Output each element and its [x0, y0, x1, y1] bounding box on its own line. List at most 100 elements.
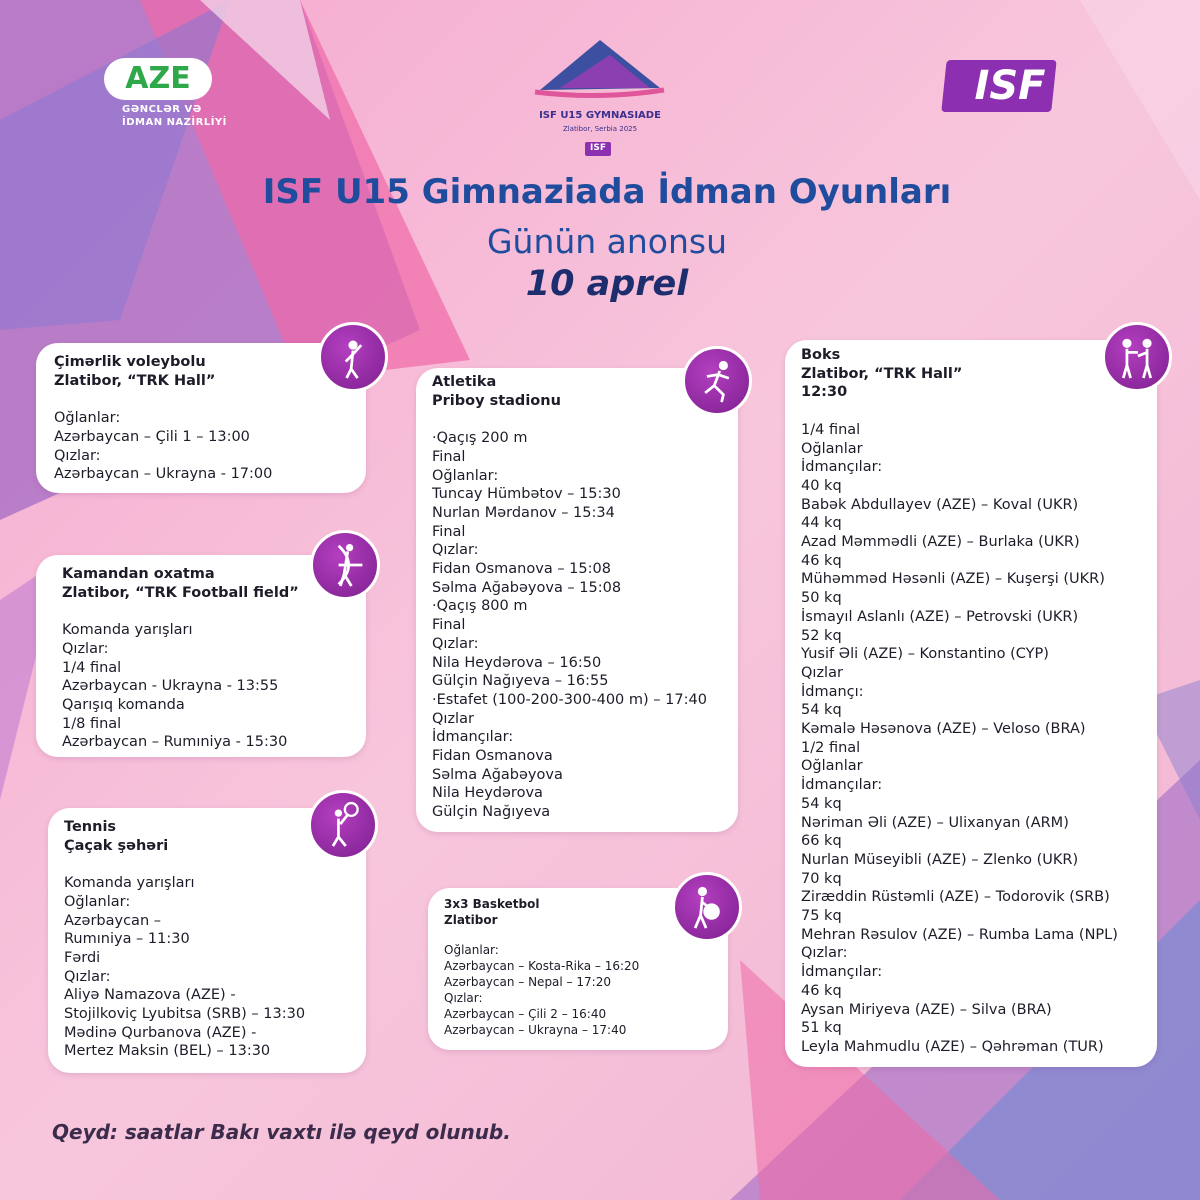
card-line: ·Estafet (100-200-300-400 m) – 17:40	[432, 691, 707, 708]
card-line: 54 kq	[801, 795, 842, 812]
card-line: Gülçin Nağıyeva	[432, 804, 551, 821]
card-lines: Komanda yarışları Qızlar: 1/4 final Azərbay…	[62, 621, 356, 752]
card-heading: Zlatibor, “TRK Football field”	[62, 584, 299, 601]
card-line: Qızlar:	[432, 542, 479, 559]
card-line: İdmançılar:	[801, 964, 883, 981]
card-heading: Atletika	[432, 374, 497, 390]
card-lines: Oğlanlar: Azərbaycan – Kosta-Rika – 16:20…	[444, 942, 718, 1038]
card-line: Yusif Əli (AZE) – Konstantino (CYP)	[801, 646, 1049, 663]
title: ISF U15 Gimnaziada İdman Oyunları	[262, 172, 952, 212]
card-line: ·Qaçış 800 m	[432, 598, 528, 615]
card-line: Oğlanlar:	[54, 410, 121, 427]
card-line: 70 kq	[801, 870, 842, 887]
card-line: Mühəmməd Həsənli (AZE) – Kuşerşi (UKR)	[801, 571, 1105, 588]
card-line: Aysan Miriyeva (AZE) – Silva (BRA)	[801, 1001, 1052, 1018]
card-lines: Komanda yarışları Oğlanlar: Azərbaycan – Ru…	[64, 874, 356, 1061]
card-line: Mertez Maksin (BEL) – 13:30	[64, 1043, 271, 1060]
card-line: Aliyə Namazova (AZE) -	[64, 987, 236, 1004]
card-line: Fidan Osmanova	[432, 748, 553, 765]
card-line: Qızlar:	[432, 635, 479, 652]
card-line: Komanda yarışları	[62, 622, 193, 639]
sport-icon	[310, 530, 380, 600]
aze-logo: AZE	[104, 58, 212, 100]
card-line: Azad Məmmədli (AZE) – Burlaka (UKR)	[801, 534, 1080, 551]
sport-icon	[1102, 322, 1172, 392]
card-line: 1/4 final	[62, 659, 122, 676]
card-line: Qarışıq komanda	[62, 696, 185, 713]
card-line: İsmayıl Aslanlı (AZE) – Petrovski (UKR)	[801, 608, 1079, 625]
card-line: Fərdi	[64, 949, 101, 966]
card-heading: Zlatibor, “TRK Hall”	[54, 372, 216, 389]
card-heading: Zlatibor, “TRK Hall”	[801, 365, 963, 382]
card-line: Final	[432, 617, 466, 634]
card-line: Azərbaycan – Çili 2 – 16:40	[444, 1007, 607, 1021]
card-line: 46 kq	[801, 982, 842, 999]
card-line: Stojilkoviç Lyubitsa (SRB) – 13:30	[64, 1006, 306, 1023]
card-line: Nila Heydərova – 16:50	[432, 654, 602, 671]
card-line: Komanda yarışları	[64, 875, 195, 892]
card-heading: Çaçak şəhəri	[64, 837, 169, 854]
card-line: Rumıniya – 11:30	[64, 931, 190, 948]
sport-icon	[682, 346, 752, 416]
card: Boks Zlatibor, “TRK Hall” 12:30 1/4 final Oğ…	[785, 340, 1157, 1067]
center-logo-badge: ISF	[590, 143, 606, 153]
card-line: Azərbaycan – Çili 1 – 13:00	[54, 428, 250, 445]
card-line: Azərbaycan – Ukrayna – 17:40	[444, 1023, 627, 1037]
card-line: 1/8 final	[62, 715, 122, 732]
card-line: Mədinə Qurbanova (AZE) -	[64, 1024, 257, 1041]
card-line: Azərbaycan – Kosta-Rika – 16:20	[444, 959, 640, 973]
card-heading: Priboy stadionu	[432, 392, 561, 409]
card-line: Qızlar:	[444, 991, 483, 1005]
card-line: Gülçin Nağıyeva – 16:55	[432, 673, 609, 690]
card-line: Qızlar:	[54, 447, 101, 464]
card-lines: ·Qaçış 200 m Final Oğlanlar: Tuncay Hümbəto…	[432, 429, 728, 822]
sport-icon	[672, 872, 742, 942]
sport-icon	[318, 322, 388, 392]
card: Tennis Çaçak şəhəri Komanda yarışları Oğlan…	[48, 808, 366, 1073]
card-line: İdmançılar:	[432, 729, 514, 746]
card-line: 51 kq	[801, 1020, 842, 1037]
card-line: İdmançılar:	[801, 459, 883, 476]
note: Qeyd: saatlar Bakı vaxtı ilə qeyd olunub…	[52, 1120, 511, 1144]
card-lines: 1/4 final Oğlanlar İdmançılar: 40 kq Babək A…	[801, 421, 1147, 1057]
card-line: 44 kq	[801, 515, 842, 532]
card-line: Final	[432, 523, 466, 540]
card-heading: Boks	[801, 347, 841, 363]
card-line: Azərbaycan – Ukrayna - 17:00	[54, 466, 273, 483]
sport-icon	[308, 790, 378, 860]
aze-logo-text: GƏNCLƏR VƏ	[122, 104, 202, 115]
card-line: 50 kq	[801, 590, 842, 607]
card-line: Səlma Ağabəyova – 15:08	[432, 579, 622, 596]
card-line: Fidan Osmanova – 15:08	[432, 561, 611, 578]
card-line: Nurlan Müseyibli (AZE) – Zlenko (UKR)	[801, 851, 1079, 868]
card-line: İdmançılar:	[801, 777, 883, 794]
card-line: Oğlanlar:	[432, 467, 499, 484]
card-line: Final	[432, 448, 466, 465]
card-line: Oğlanlar	[801, 758, 863, 775]
card-line: Oğlanlar:	[64, 893, 131, 910]
center-logo-place: Zlatibor, Serbia 2025	[562, 125, 638, 133]
card-line: Tuncay Hümbətov – 15:30	[432, 486, 621, 503]
card-line: Azərbaycan –	[64, 912, 161, 929]
subtitle: Günün anonsu	[486, 222, 728, 261]
card-heading: 12:30	[801, 384, 848, 401]
aze-logo-text: İDMAN NAZİRLİYİ	[122, 117, 227, 128]
date: 10 aprel	[525, 264, 689, 304]
card-line: İdmançı:	[801, 683, 864, 700]
card-lines: Oğlanlar: Azərbaycan – Çili 1 – 13:00 Qızl…	[54, 409, 356, 484]
card-line: Babək Abdullayev (AZE) – Koval (UKR)	[801, 496, 1079, 513]
card: Çimərlik voleybolu Zlatibor, “TRK Hall” Oğ…	[36, 343, 366, 493]
card-line: Nila Heydərova	[432, 785, 543, 802]
card-line: 52 kq	[801, 627, 842, 644]
card-heading: 3x3 Basketbol	[444, 897, 540, 911]
card-line: Qızlar:	[64, 968, 111, 985]
card-line: Nurlan Mərdanov – 15:34	[432, 504, 615, 521]
card-heading: Kamandan oxatma	[62, 566, 215, 582]
card-line: Ziræddin Rüstəmli (AZE) – Todorovik (SRB…	[801, 889, 1110, 906]
card-line: Azərbaycan – Nepal – 17:20	[444, 975, 611, 989]
card-line: Nəriman Əli (AZE) – Ulixanyan (ARM)	[801, 814, 1069, 831]
card-line: Qızlar	[801, 664, 843, 681]
card-line: 54 kq	[801, 702, 842, 719]
card-line: 75 kq	[801, 908, 842, 925]
